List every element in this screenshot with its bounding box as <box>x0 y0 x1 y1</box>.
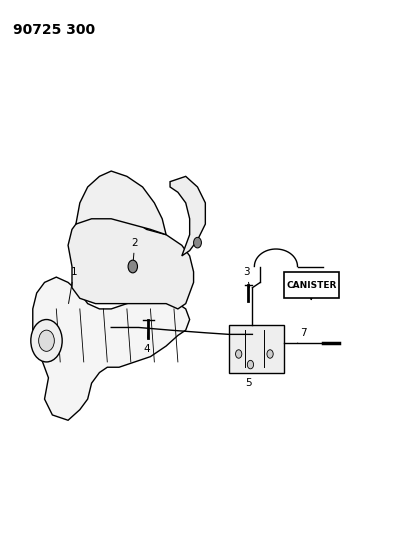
Text: 5: 5 <box>245 370 252 388</box>
Text: 7: 7 <box>297 328 307 343</box>
Polygon shape <box>229 325 284 373</box>
Text: 4: 4 <box>143 332 150 354</box>
Polygon shape <box>170 176 205 256</box>
Polygon shape <box>76 171 166 235</box>
Text: 3: 3 <box>243 267 250 288</box>
Circle shape <box>128 260 137 273</box>
Circle shape <box>235 350 242 358</box>
Circle shape <box>267 350 273 358</box>
Text: CANISTER: CANISTER <box>286 280 337 289</box>
Polygon shape <box>33 277 190 420</box>
Text: 1: 1 <box>69 267 77 303</box>
Text: 2: 2 <box>132 238 138 264</box>
Text: 6: 6 <box>229 358 238 375</box>
Polygon shape <box>68 214 194 309</box>
Text: 2: 2 <box>196 219 203 240</box>
Circle shape <box>31 319 62 362</box>
FancyBboxPatch shape <box>284 272 339 298</box>
Circle shape <box>39 330 55 351</box>
Circle shape <box>247 360 254 369</box>
Text: 90725 300: 90725 300 <box>13 22 95 37</box>
Circle shape <box>194 237 201 248</box>
